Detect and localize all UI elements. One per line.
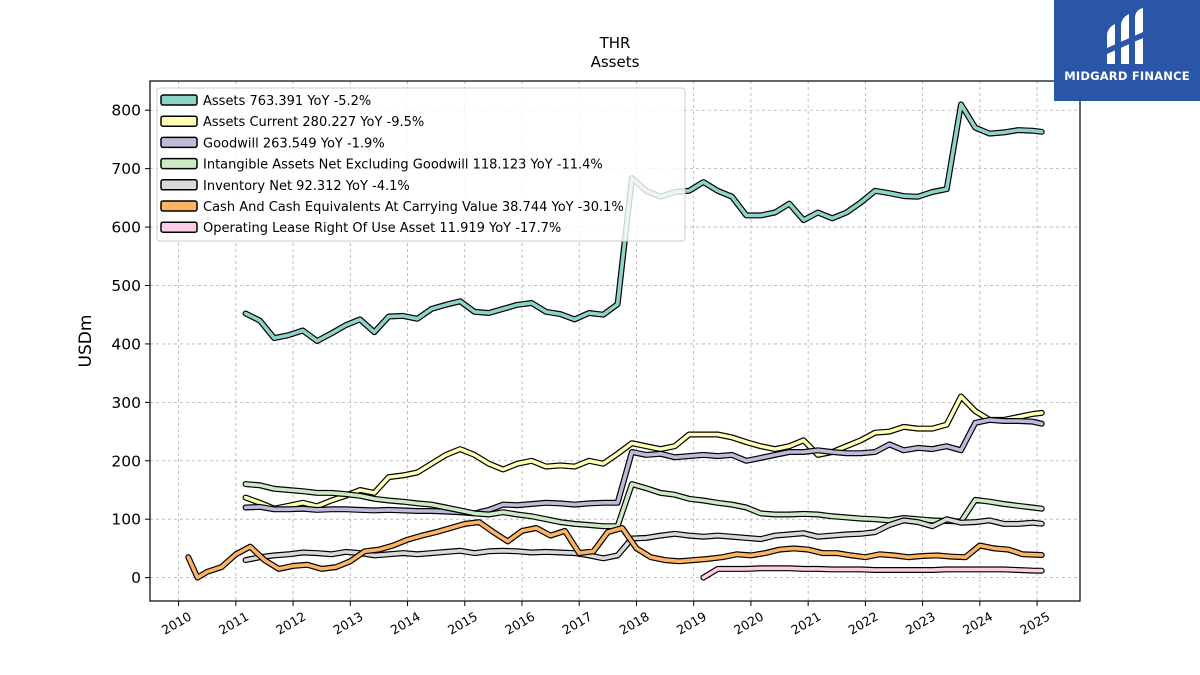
y-axis-label: USDm [76,315,96,368]
x-tick-label: 2021 [788,609,823,638]
x-tick-label: 2014 [388,609,423,638]
legend-swatch [160,221,198,233]
series-line [243,394,1044,511]
legend-entry: Cash And Cash Equivalents At Carrying Va… [203,200,624,215]
y-tick-label: 100 [111,511,141,529]
series-5 [185,519,1045,581]
series-1 [242,393,1045,512]
x-tick-label: 2017 [559,609,594,638]
series-line [243,418,1044,516]
chart-title: THR [599,34,631,52]
legend-swatch [160,157,198,170]
y-tick-label: 400 [111,335,141,353]
x-tick-label: 2020 [731,609,766,638]
y-tick-label: 800 [111,102,141,120]
y-tick-label: 600 [111,219,141,237]
legend-entry: Assets Current 280.227 YoY -9.5% [203,115,424,130]
x-tick-label: 2023 [903,609,938,638]
x-axis: 2010 2011 2012 2013 2014 2015 2016 2017 2018 2019… [159,601,1052,638]
midgard-logo-icon [1107,8,1143,64]
plot-frame [149,80,1081,602]
legend: Assets 763.391 YoY -5.2% Assets Current 2… [156,87,686,242]
y-axis: 0 100 200 300 400 500 600 700 800 [111,102,150,587]
legend-swatch [160,94,198,106]
series-line [701,566,1044,580]
legend-entry: Goodwill 263.549 YoY -1.9% [203,136,385,151]
series-6 [700,565,1045,581]
brand-logo: MIDGARD FINANCE [1054,0,1200,101]
brand-name: MIDGARD FINANCE [1064,69,1190,83]
x-tick-label: 2022 [846,609,881,638]
x-tick-label: 2024 [960,609,995,638]
chart-subtitle: Assets [591,53,640,71]
y-tick-label: 700 [111,160,141,178]
x-tick-label: 2010 [159,609,194,638]
legend-entry: Intangible Assets Net Excluding Goodwill… [203,158,603,173]
y-tick-label: 300 [111,394,141,412]
x-tick-label: 2016 [502,609,537,638]
legend-swatch [160,136,198,149]
legend-swatch [160,200,198,212]
x-tick-label: 2019 [674,609,709,638]
x-tick-label: 2018 [617,609,652,638]
legend-box [156,87,686,242]
legend-swatch [160,179,198,191]
y-tick-label: 200 [111,452,141,470]
x-tick-label: 2025 [1017,609,1052,638]
x-tick-label: 2011 [216,609,251,638]
series-line [186,520,1044,580]
legend-swatch [160,115,198,127]
y-tick-label: 500 [111,277,141,295]
series-4 [242,516,1045,564]
y-tick-label: 0 [131,569,141,587]
x-tick-label: 2015 [445,609,480,638]
legend-entry: Assets 763.391 YoY -5.2% [203,94,371,109]
series-2 [242,416,1045,517]
series-layer [185,101,1045,581]
legend-entry: Operating Lease Right Of Use Asset 11.91… [203,221,561,236]
x-tick-label: 2012 [273,609,308,638]
legend-entry: Inventory Net 92.312 YoY -4.1% [203,179,410,194]
series-line [243,517,1044,562]
x-tick-label: 2013 [331,609,366,638]
